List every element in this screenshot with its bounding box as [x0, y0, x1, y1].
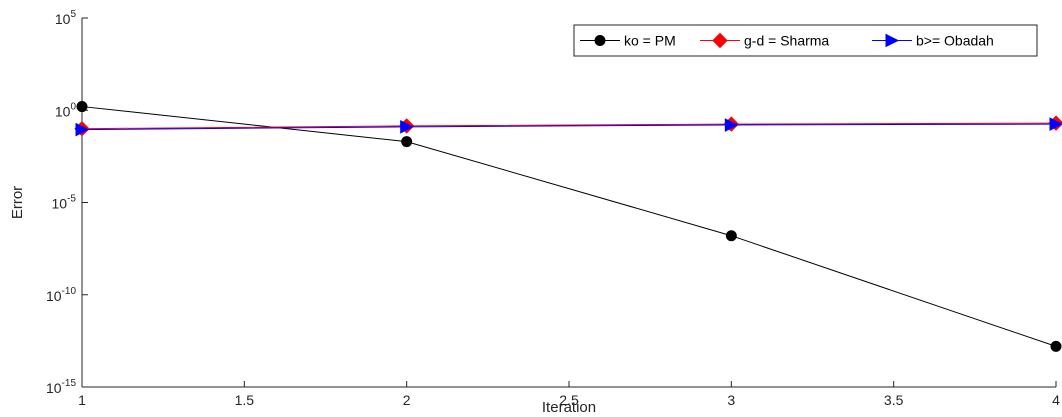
legend: ko = PM g-d = Sharma b>= Obadah [573, 24, 1038, 57]
y-axis-title: Error [9, 186, 26, 219]
y-tick-label: 100 [55, 101, 77, 119]
legend-marker [885, 33, 900, 48]
data-point [400, 120, 414, 134]
data-point [401, 136, 413, 148]
series-1 [76, 101, 1062, 352]
legend-label: ko = PM [624, 33, 676, 49]
legend-marker [594, 35, 606, 46]
legend-box [573, 24, 1038, 57]
y-tick-label: 10-15 [46, 378, 76, 396]
plot-area [82, 18, 1056, 387]
x-tick-label: 3 [727, 392, 735, 408]
x-tick-label: 2.5 [559, 392, 579, 408]
data-point [1050, 340, 1062, 352]
x-axis-title: Iteration [542, 399, 596, 416]
legend-entry: ko = PM [580, 33, 676, 49]
legend-entry: b>= Obadah [872, 33, 994, 49]
data-point [725, 230, 737, 242]
data-point [76, 101, 88, 113]
legend-label: b>= Obadah [916, 33, 994, 49]
axes [81, 18, 1056, 388]
y-tick-label: 10-10 [46, 286, 76, 304]
data-point [724, 118, 739, 132]
x-tick-label: 1 [78, 392, 86, 408]
x-tick-label: 3.5 [884, 392, 904, 408]
x-tick-label: 4 [1052, 392, 1060, 408]
series-line [81, 106, 1057, 347]
data-point [75, 122, 90, 137]
legend-entry: g-d = Sharma [700, 33, 829, 49]
series-layer [74, 101, 1062, 352]
series-3 [75, 117, 1062, 137]
legend-label: g-d = Sharma [744, 33, 829, 49]
y-tick-label: 105 [55, 9, 77, 27]
x-ticks: 1 1.5 2 2.5 3 3.5 4 [78, 381, 1060, 408]
data-point [1049, 117, 1062, 131]
series-line [81, 122, 1057, 130]
series-line [81, 123, 1057, 131]
x-tick-label: 2 [403, 392, 411, 408]
y-tick-label: 10-5 [52, 194, 77, 212]
y-ticks: 10-15 10-10 10-5 100 105 [46, 9, 88, 396]
legend-marker [712, 32, 728, 49]
x-tick-label: 1.5 [235, 392, 255, 408]
